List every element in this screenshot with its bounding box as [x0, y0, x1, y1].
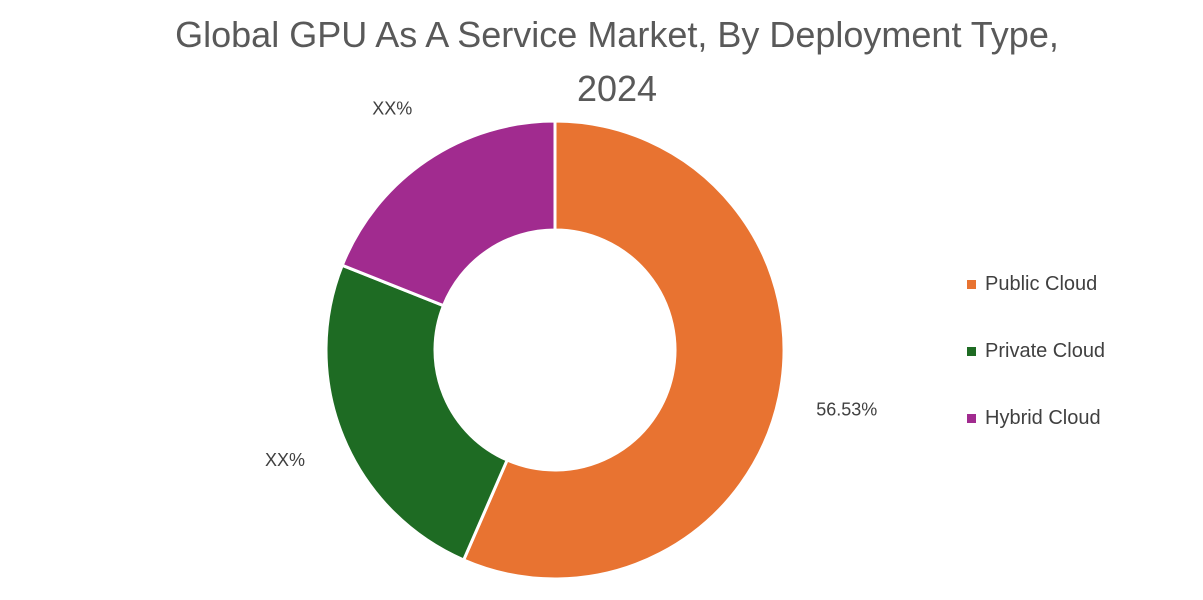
legend-swatch-private-cloud: [967, 346, 976, 356]
data-label-private-cloud: XX%: [265, 450, 305, 470]
data-label-hybrid-cloud: XX%: [372, 99, 412, 119]
data-label-public-cloud: 56.53%: [816, 399, 877, 419]
legend-label-hybrid-cloud: Hybrid Cloud: [985, 406, 1101, 429]
chart-title: Global GPU As A Service Market, By Deplo…: [0, 8, 1203, 116]
legend-item-hybrid-cloud: Hybrid Cloud: [967, 402, 1105, 434]
legend-swatch-public-cloud: [967, 279, 976, 289]
legend-item-private-cloud: Private Cloud: [967, 335, 1105, 367]
legend-label-private-cloud: Private Cloud: [985, 339, 1106, 362]
chart-title-line-2: 2024: [576, 68, 658, 109]
slice-public-cloud: [461, 119, 786, 581]
donut-slices: [324, 119, 786, 581]
slice-hybrid-cloud: [340, 119, 557, 308]
legend-swatch-hybrid-cloud: [967, 413, 976, 423]
legend-label-public-cloud: Public Cloud: [985, 272, 1098, 295]
chart-legend: Public Cloud Private Cloud Hybrid Cloud: [967, 268, 1105, 469]
legend-item-public-cloud: Public Cloud: [967, 268, 1105, 300]
slice-private-cloud: [324, 263, 510, 562]
data-labels: 56.53% XX% XX%: [265, 99, 877, 470]
chart-title-line-1: Global GPU As A Service Market, By Deplo…: [175, 14, 1059, 55]
